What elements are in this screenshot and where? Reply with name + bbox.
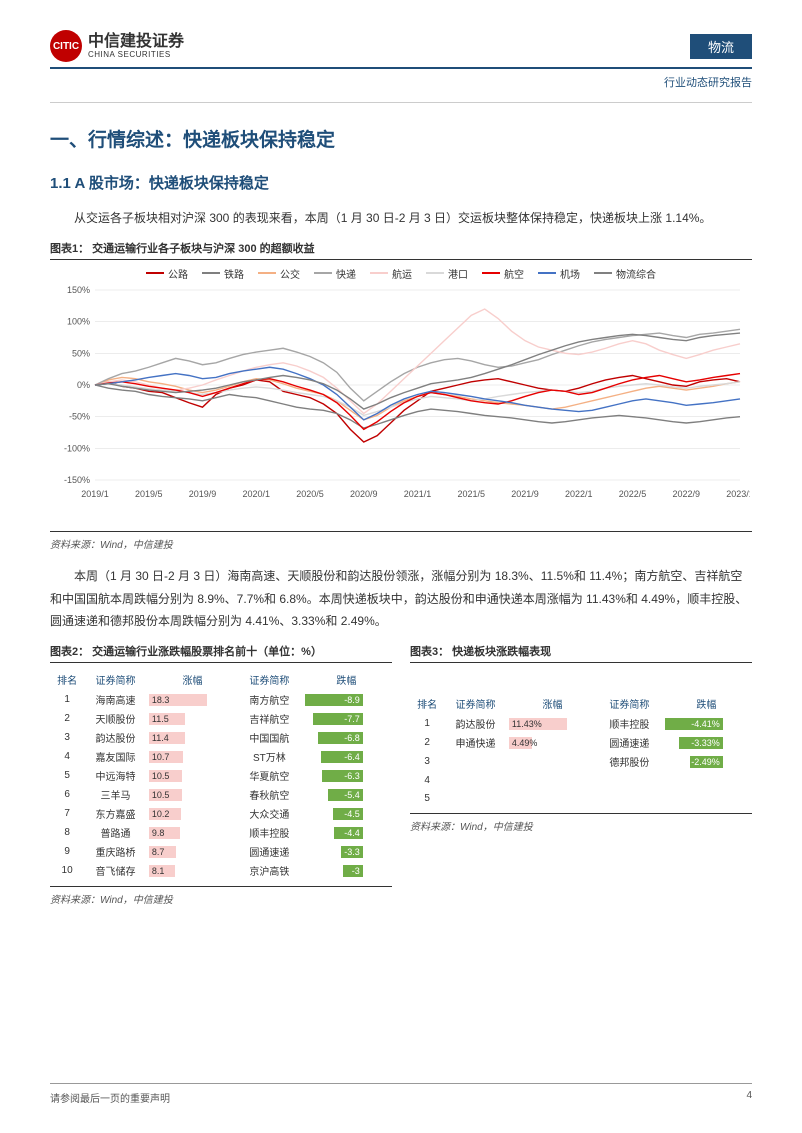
legend-item: 港口 xyxy=(426,266,468,281)
legend-item: 航运 xyxy=(370,266,412,281)
header-category-tag: 物流 xyxy=(690,34,752,59)
table-row: 4 xyxy=(410,771,752,789)
table-row: 1韵达股份11.43%顺丰控股-4.41% xyxy=(410,714,752,733)
legend-item: 航空 xyxy=(482,266,524,281)
svg-text:100%: 100% xyxy=(67,316,90,326)
figure-2: 图表2： 交通运输行业涨跌幅股票排名前十（单位：%） 排名证券简称涨幅证券简称跌… xyxy=(50,643,392,906)
paragraph-2: 本周（1 月 30 日-2 月 3 日）海南高速、天顺股份和韵达股份领涨，涨幅分… xyxy=(50,565,752,633)
legend-item: 机场 xyxy=(538,266,580,281)
svg-text:2023/1: 2023/1 xyxy=(726,489,750,499)
table-row: 6三羊马10.5春秋航空-5.4 xyxy=(50,785,392,804)
table-row: 2申通快递4.49%圆通速递-3.33% xyxy=(410,733,752,752)
figure-3-table: 排名证券简称涨幅证券简称跌幅1韵达股份11.43%顺丰控股-4.41%2申通快递… xyxy=(410,693,752,807)
legend-item: 公路 xyxy=(146,266,188,281)
report-type: 行业动态研究报告 xyxy=(50,74,752,103)
figure-2-title: 图表2： 交通运输行业涨跌幅股票排名前十（单位：%） xyxy=(50,643,392,663)
svg-text:2020/1: 2020/1 xyxy=(242,489,270,499)
svg-text:2020/5: 2020/5 xyxy=(296,489,324,499)
svg-text:0%: 0% xyxy=(77,380,90,390)
svg-text:-50%: -50% xyxy=(69,411,90,421)
figure-1: 图表1： 交通运输行业各子板块与沪深 300 的超额收益 公路铁路公交快递航运港… xyxy=(50,240,752,551)
table-row: 1海南高速18.3南方航空-8.9 xyxy=(50,690,392,709)
legend-item: 快递 xyxy=(314,266,356,281)
figure-2-table: 排名证券简称涨幅证券简称跌幅1海南高速18.3南方航空-8.92天顺股份11.5… xyxy=(50,669,392,880)
svg-text:2021/5: 2021/5 xyxy=(457,489,485,499)
figure-1-legend: 公路铁路公交快递航运港口航空机场物流综合 xyxy=(50,266,752,281)
svg-text:2019/9: 2019/9 xyxy=(189,489,217,499)
company-name-cn: 中信建投证券 xyxy=(88,33,184,51)
logo-icon: CITIC xyxy=(50,30,82,62)
figure-3: 图表3： 快递板块涨跌幅表现 排名证券简称涨幅证券简称跌幅1韵达股份11.43%… xyxy=(410,643,752,906)
figure-1-title: 图表1： 交通运输行业各子板块与沪深 300 的超额收益 xyxy=(50,240,752,260)
table-row: 5 xyxy=(410,789,752,807)
table-row: 9重庆路桥8.7圆通速递-3.3 xyxy=(50,842,392,861)
footer-note: 请参阅最后一页的重要声明 xyxy=(50,1090,170,1105)
figures-2-3-row: 图表2： 交通运输行业涨跌幅股票排名前十（单位：%） 排名证券简称涨幅证券简称跌… xyxy=(50,643,752,906)
figure-2-source: 资料来源：Wind，中信建投 xyxy=(50,886,392,906)
legend-item: 铁路 xyxy=(202,266,244,281)
svg-text:150%: 150% xyxy=(67,285,90,295)
legend-item: 物流综合 xyxy=(594,266,656,281)
legend-item: 公交 xyxy=(258,266,300,281)
table-row: 3德邦股份-2.49% xyxy=(410,752,752,771)
company-logo: CITIC 中信建投证券 CHINA SECURITIES xyxy=(50,30,184,62)
svg-text:-100%: -100% xyxy=(64,443,90,453)
figure-1-chart: -150% -100% -50% 0% 50% 100% 150% 2019/1 2019/5 2… xyxy=(50,285,752,525)
table-row: 2天顺股份11.5吉祥航空-7.7 xyxy=(50,709,392,728)
table-row: 3韵达股份11.4中国国航-6.8 xyxy=(50,728,392,747)
svg-text:2021/1: 2021/1 xyxy=(404,489,432,499)
table-row: 7东方嘉盛10.2大众交通-4.5 xyxy=(50,804,392,823)
svg-text:2022/1: 2022/1 xyxy=(565,489,593,499)
table-row: 10音飞储存8.1京沪高铁-3 xyxy=(50,861,392,880)
company-name-en: CHINA SECURITIES xyxy=(88,50,184,59)
table-row: 8普路通9.8顺丰控股-4.4 xyxy=(50,823,392,842)
svg-text:2022/9: 2022/9 xyxy=(672,489,700,499)
svg-text:2020/9: 2020/9 xyxy=(350,489,378,499)
figure-1-source: 资料来源：Wind，中信建投 xyxy=(50,531,752,551)
paragraph-1: 从交运各子板块相对沪深 300 的表现来看，本周（1 月 30 日-2 月 3 … xyxy=(50,207,752,230)
page-header: CITIC 中信建投证券 CHINA SECURITIES 物流 xyxy=(50,30,752,69)
svg-text:2022/5: 2022/5 xyxy=(619,489,647,499)
svg-text:2021/9: 2021/9 xyxy=(511,489,539,499)
section-title: 一、行情综述：快递板块保持稳定 xyxy=(50,125,752,152)
page-footer: 请参阅最后一页的重要声明 4 xyxy=(50,1083,752,1105)
figure-3-title: 图表3： 快递板块涨跌幅表现 xyxy=(410,643,752,663)
svg-text:2019/5: 2019/5 xyxy=(135,489,163,499)
page-number: 4 xyxy=(746,1090,752,1105)
table-row: 4嘉友国际10.7ST万林-6.4 xyxy=(50,747,392,766)
figure-3-source: 资料来源：Wind，中信建投 xyxy=(410,813,752,833)
svg-text:50%: 50% xyxy=(72,348,90,358)
table-row: 5中远海特10.5华夏航空-6.3 xyxy=(50,766,392,785)
subsection-title: 1.1 A 股市场：快递板块保持稳定 xyxy=(50,172,752,193)
svg-text:-150%: -150% xyxy=(64,475,90,485)
svg-text:2019/1: 2019/1 xyxy=(81,489,109,499)
